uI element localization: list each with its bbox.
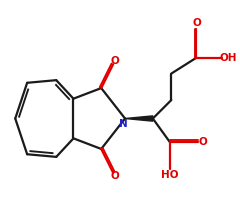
Polygon shape [125,116,153,121]
Text: O: O [111,171,120,181]
Text: O: O [198,137,207,147]
Text: O: O [192,18,201,28]
Text: N: N [119,119,128,129]
Text: OH: OH [220,53,237,63]
Text: HO: HO [161,170,179,180]
Text: O: O [111,56,120,66]
